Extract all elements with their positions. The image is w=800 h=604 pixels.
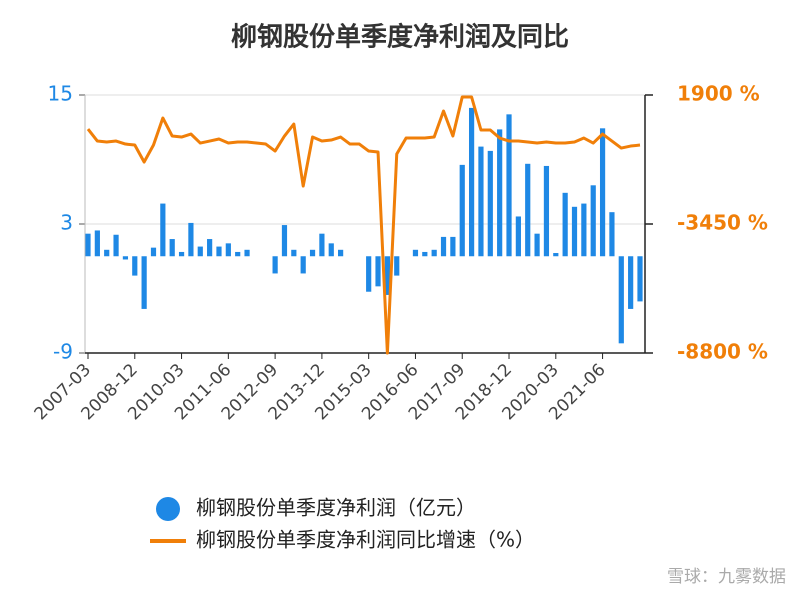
y-tick-label: 3 [60, 211, 73, 235]
bar [169, 239, 175, 257]
bar [468, 107, 475, 257]
bar [440, 236, 447, 257]
bar [487, 150, 493, 257]
bar [590, 185, 596, 257]
legend-label: 柳钢股份单季度净利润（亿元） [196, 496, 476, 520]
bar [85, 233, 91, 257]
bar [459, 164, 465, 257]
bar [150, 247, 157, 257]
bar [562, 192, 568, 257]
bar [94, 230, 100, 257]
bar [207, 239, 213, 257]
bar [384, 256, 390, 295]
bar [178, 251, 185, 257]
bar [525, 163, 531, 257]
y-tick-label: 15 [48, 82, 73, 106]
bar [235, 251, 241, 257]
bar [216, 246, 222, 257]
legend-label: 柳钢股份单季度净利润同比增速（%） [196, 528, 535, 552]
bar [375, 256, 381, 287]
bar [534, 233, 540, 257]
chart-title: 柳钢股份单季度净利润及同比 [231, 22, 569, 53]
y2-tick-label: -3450 % [677, 211, 768, 235]
y-tick-label: -9 [53, 340, 73, 364]
bar [637, 256, 643, 302]
bar [104, 249, 110, 257]
bar [160, 203, 166, 257]
bar [553, 253, 559, 257]
bar [141, 256, 147, 309]
bar [122, 256, 129, 260]
bar [581, 203, 587, 257]
y2-tick-label: 1900 % [677, 82, 760, 106]
bar [394, 256, 400, 276]
bar [506, 114, 512, 257]
bar [412, 249, 419, 257]
bar [497, 129, 503, 257]
bar [515, 216, 521, 257]
legend-marker [156, 497, 180, 521]
bar [422, 251, 428, 257]
bar [300, 256, 306, 274]
bar [628, 256, 634, 309]
line [86, 95, 641, 355]
y2-tick-label: -8800 % [677, 340, 768, 364]
bar [328, 243, 334, 257]
bar [225, 243, 231, 257]
bar [272, 256, 278, 274]
bar [281, 225, 288, 257]
bar [543, 165, 550, 257]
bar [132, 256, 138, 276]
bar [431, 249, 437, 257]
bar [113, 234, 119, 257]
bar [291, 249, 297, 257]
bar [309, 249, 316, 257]
bar [478, 146, 484, 257]
bar [609, 212, 615, 257]
bar [618, 256, 624, 344]
bar [599, 128, 606, 257]
bar [244, 249, 250, 257]
bar [366, 256, 372, 292]
bar [571, 206, 578, 257]
bar [450, 236, 456, 257]
bar [338, 249, 344, 257]
bar [197, 246, 203, 257]
bar [319, 233, 325, 257]
bar [188, 222, 194, 257]
watermark: 雪球：九雾数据 [667, 567, 786, 587]
